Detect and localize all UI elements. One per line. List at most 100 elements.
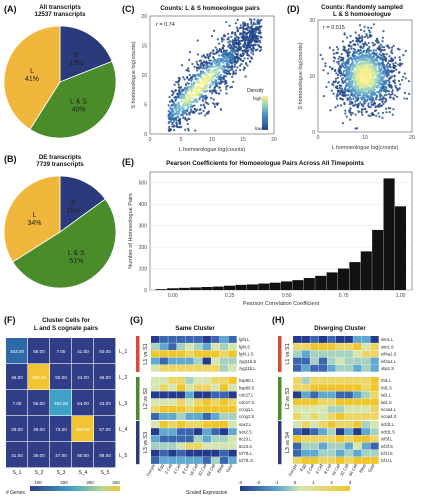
panel-d-density-cloud — [319, 23, 411, 130]
timepoint-label: Oocyte — [145, 462, 156, 477]
panel-c-scatter: (C) Counts: L & S homoeologue pairs r = … — [122, 4, 277, 153]
scatter-point — [219, 79, 223, 83]
scatter-point — [347, 78, 350, 81]
scatter-point — [373, 70, 376, 73]
scatter-point — [378, 63, 381, 66]
scatter-point — [332, 52, 335, 55]
expression-cell — [211, 336, 220, 343]
scatter-point — [390, 49, 393, 52]
scatter-point — [369, 59, 372, 62]
expression-cell — [370, 449, 379, 457]
expression-cell — [202, 435, 211, 443]
scatter-point — [214, 80, 217, 83]
scatter-point — [249, 60, 252, 63]
scatter-point — [222, 38, 225, 41]
scatter-point — [359, 41, 362, 44]
scatter-point — [168, 127, 171, 130]
scatter-point — [216, 51, 219, 54]
scatter-point — [385, 99, 388, 102]
scatter-point — [353, 104, 356, 107]
scatter-point — [362, 105, 365, 108]
expression-cell — [336, 398, 345, 406]
expression-cell — [202, 442, 211, 450]
gene-label: rbl1.L — [381, 378, 392, 383]
scatter-point — [342, 69, 346, 73]
scatter-point — [397, 88, 400, 91]
gene-label: tcf7l1.S — [239, 458, 253, 463]
expression-cell — [202, 428, 211, 436]
expression-cell — [353, 435, 362, 443]
gene-label: eif4a1.S — [381, 352, 397, 357]
scatter-point — [346, 36, 349, 39]
scatter-point — [336, 104, 339, 107]
expression-cell — [301, 457, 310, 464]
expression-cell — [327, 364, 336, 372]
expression-cell — [301, 336, 310, 343]
scatter-point — [186, 109, 189, 112]
scatter-point — [358, 65, 361, 68]
scaled-legend-ticks: -3 -2 -1 0 1 2 3 — [238, 480, 352, 485]
scatter-point — [216, 68, 219, 71]
expression-cell — [361, 449, 371, 457]
scatter-point — [220, 37, 223, 40]
scatter-point — [364, 41, 367, 44]
scatter-point — [379, 50, 382, 54]
scatter-point — [343, 92, 346, 95]
scatter-point — [235, 69, 238, 72]
scatter-point — [220, 40, 224, 43]
scatter-point — [218, 86, 221, 89]
scatter-point — [205, 73, 208, 76]
scatter-point — [403, 91, 407, 94]
scatter-point — [368, 31, 372, 34]
expression-cell — [301, 442, 310, 450]
scatter-point — [348, 80, 351, 83]
scatter-point — [346, 60, 349, 63]
expression-cell — [293, 398, 302, 406]
scatter-point — [192, 73, 195, 77]
scatter-point — [389, 66, 392, 69]
scatter-point — [369, 53, 372, 57]
expression-cell — [176, 405, 186, 413]
scatter-point — [232, 80, 235, 84]
expression-cell — [194, 398, 203, 406]
scatter-point — [234, 40, 237, 43]
scatter-point — [385, 44, 388, 48]
scatter-point — [356, 82, 359, 85]
gene-label: tal1.L — [381, 393, 392, 398]
scatter-point — [336, 76, 340, 79]
scatter-point — [397, 79, 401, 83]
expression-cell — [151, 442, 160, 450]
scatter-point — [378, 53, 381, 56]
scatter-point — [241, 52, 245, 55]
expression-cell — [168, 457, 177, 464]
scatter-point — [361, 36, 364, 40]
scatter-point — [369, 49, 373, 53]
scatter-point — [374, 69, 378, 73]
expression-cell — [327, 435, 336, 443]
scatter-point — [250, 51, 253, 54]
scatter-point — [196, 92, 199, 95]
scatter-point — [185, 104, 188, 107]
scatter-point — [205, 82, 208, 85]
pie-slice-label: L — [30, 68, 34, 75]
expression-cell — [336, 364, 345, 372]
heatmap-cell — [28, 364, 50, 390]
expression-cell — [151, 435, 160, 443]
scatter-point — [233, 45, 236, 48]
scatter-point — [370, 78, 373, 81]
scatter-point — [187, 127, 190, 130]
scatter-point — [173, 83, 176, 86]
expression-cell — [185, 413, 194, 420]
scatter-point — [388, 90, 391, 93]
scatter-point — [224, 75, 228, 78]
scatter-point — [175, 110, 178, 113]
scatter-point — [170, 104, 173, 108]
scatter-point — [372, 44, 375, 47]
scatter-point — [200, 112, 203, 115]
gene-label: ccng1.S — [239, 414, 254, 419]
scatter-point — [353, 54, 357, 57]
scatter-point — [371, 57, 374, 60]
expression-cell — [194, 449, 203, 457]
scatter-point — [244, 75, 247, 78]
scatter-point — [254, 23, 257, 26]
